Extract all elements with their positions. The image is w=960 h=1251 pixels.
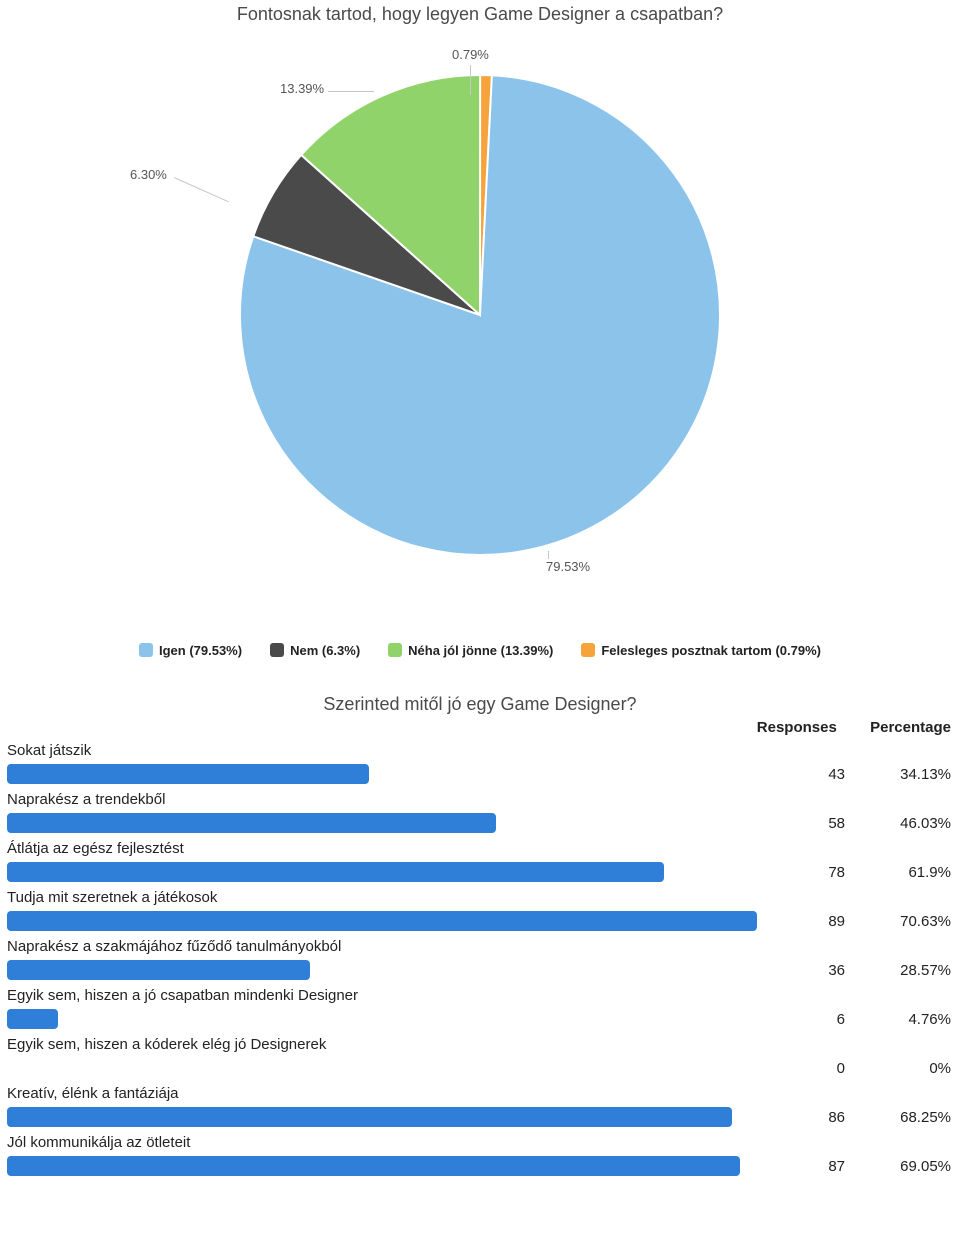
bar-track <box>7 813 757 833</box>
bar-track <box>7 862 757 882</box>
bar-line: 8769.05% <box>7 1153 953 1179</box>
bar-line: 3628.57% <box>7 957 953 983</box>
bar-responses: 6 <box>757 1011 845 1028</box>
bar-fill <box>7 813 496 833</box>
bar-fill <box>7 911 757 931</box>
bar-row: Átlátja az egész fejlesztést 7861.9% <box>7 840 953 885</box>
bar-row: Egyik sem, hiszen a kóderek elég jó Desi… <box>7 1036 953 1081</box>
pie-chart-container: 0.79% 13.39% 6.30% 79.53% <box>0 35 960 615</box>
bar-label: Kreatív, élénk a fantáziája <box>7 1085 953 1102</box>
bar-fill <box>7 1107 732 1127</box>
bar-label: Naprakész a szakmájához fűződő tanulmány… <box>7 938 953 955</box>
bar-row: Kreatív, élénk a fantáziája 8668.25% <box>7 1085 953 1130</box>
bar-track <box>7 1058 757 1078</box>
bar-percentage: 46.03% <box>845 815 953 832</box>
bar-row: Tudja mit szeretnek a játékosok 8970.63% <box>7 889 953 934</box>
header-percentage: Percentage <box>841 719 951 736</box>
legend-item: Nem (6.3%) <box>270 643 360 658</box>
bar-chart-container: Responses Percentage Sokat játszik 4334.1… <box>7 719 953 1179</box>
legend-label: Igen (79.53%) <box>159 643 242 658</box>
bar-fill <box>7 862 664 882</box>
legend-item: Igen (79.53%) <box>139 643 242 658</box>
bar-fill <box>7 1009 58 1029</box>
pie-chart-title: Fontosnak tartod, hogy legyen Game Desig… <box>0 4 960 25</box>
pie-legend: Igen (79.53%) Nem (6.3%) Néha jól jönne (1… <box>0 643 960 658</box>
bar-headers: Responses Percentage <box>7 719 953 736</box>
bar-row: Naprakész a trendekből 5846.03% <box>7 791 953 836</box>
bar-percentage: 69.05% <box>845 1158 953 1175</box>
bar-percentage: 28.57% <box>845 962 953 979</box>
bar-line: 64.76% <box>7 1006 953 1032</box>
bar-percentage: 61.9% <box>845 864 953 881</box>
bar-percentage: 68.25% <box>845 1109 953 1126</box>
bar-row: Naprakész a szakmájához fűződő tanulmány… <box>7 938 953 983</box>
bar-responses: 58 <box>757 815 845 832</box>
bar-percentage: 0% <box>845 1060 953 1077</box>
bar-line: 4334.13% <box>7 761 953 787</box>
bar-row: Jól kommunikálja az ötleteit 8769.05% <box>7 1134 953 1179</box>
bar-track <box>7 1107 757 1127</box>
legend-item: Néha jól jönne (13.39%) <box>388 643 553 658</box>
bar-percentage: 70.63% <box>845 913 953 930</box>
bar-line: 00% <box>7 1055 953 1081</box>
bar-percentage: 4.76% <box>845 1011 953 1028</box>
legend-swatch <box>139 643 153 657</box>
bar-responses: 87 <box>757 1158 845 1175</box>
bar-fill <box>7 764 369 784</box>
bar-track <box>7 960 757 980</box>
legend-swatch <box>581 643 595 657</box>
bar-label: Egyik sem, hiszen a kóderek elég jó Desi… <box>7 1036 953 1053</box>
bar-label: Átlátja az egész fejlesztést <box>7 840 953 857</box>
bar-label: Naprakész a trendekből <box>7 791 953 808</box>
bar-responses: 43 <box>757 766 845 783</box>
bar-line: 7861.9% <box>7 859 953 885</box>
pie-callout-green: 13.39% <box>280 81 324 96</box>
bar-line: 8668.25% <box>7 1104 953 1130</box>
bar-line: 5846.03% <box>7 810 953 836</box>
bar-chart-title: Szerinted mitől jó egy Game Designer? <box>0 694 960 715</box>
bar-track <box>7 911 757 931</box>
pie-callout-blue: 79.53% <box>546 559 590 574</box>
pie-chart-svg <box>220 35 740 555</box>
pie-callout-orange: 0.79% <box>452 47 489 62</box>
legend-swatch <box>270 643 284 657</box>
bar-track <box>7 1156 757 1176</box>
bar-label: Egyik sem, hiszen a jó csapatban mindenk… <box>7 987 953 1004</box>
bar-responses: 0 <box>757 1060 845 1077</box>
bar-label: Tudja mit szeretnek a játékosok <box>7 889 953 906</box>
bar-track <box>7 764 757 784</box>
bar-row: Egyik sem, hiszen a jó csapatban mindenk… <box>7 987 953 1032</box>
header-responses: Responses <box>727 719 837 736</box>
bar-line: 8970.63% <box>7 908 953 934</box>
bar-responses: 36 <box>757 962 845 979</box>
bar-responses: 89 <box>757 913 845 930</box>
bar-fill <box>7 1156 740 1176</box>
bar-responses: 86 <box>757 1109 845 1126</box>
bar-label: Sokat játszik <box>7 742 953 759</box>
bar-track <box>7 1009 757 1029</box>
legend-swatch <box>388 643 402 657</box>
legend-label: Nem (6.3%) <box>290 643 360 658</box>
bar-fill <box>7 960 310 980</box>
bar-responses: 78 <box>757 864 845 881</box>
legend-item: Felesleges posztnak tartom (0.79%) <box>581 643 821 658</box>
legend-label: Néha jól jönne (13.39%) <box>408 643 553 658</box>
bar-percentage: 34.13% <box>845 766 953 783</box>
bar-label: Jól kommunikálja az ötleteit <box>7 1134 953 1151</box>
pie-callout-dark: 6.30% <box>130 167 167 182</box>
legend-label: Felesleges posztnak tartom (0.79%) <box>601 643 821 658</box>
bar-row: Sokat játszik 4334.13% <box>7 742 953 787</box>
